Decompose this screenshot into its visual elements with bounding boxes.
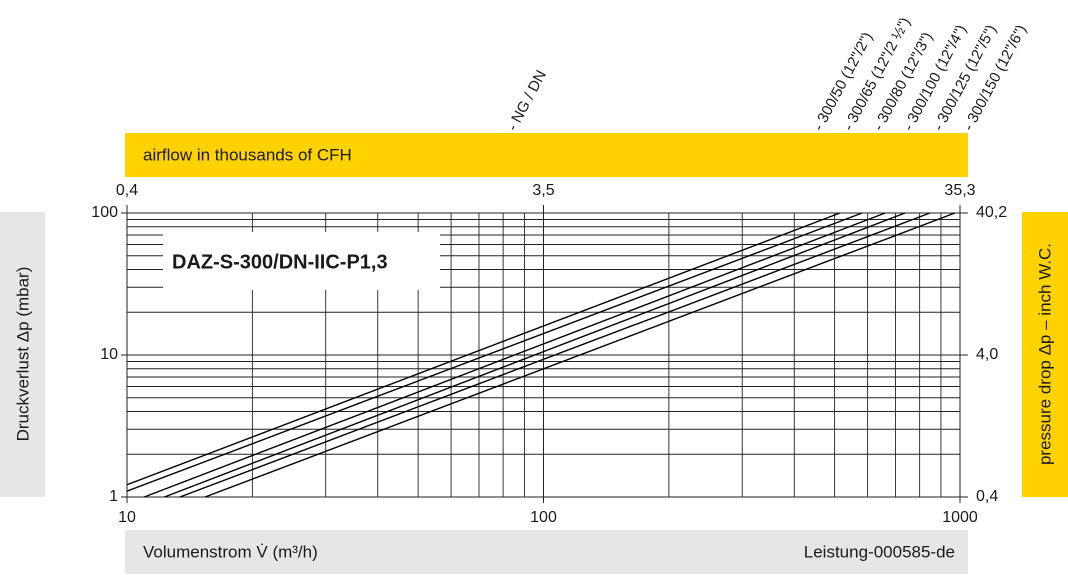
flow-band [125,530,968,574]
x2-tick-label: 0,4 [116,182,138,199]
y-axis-label: Druckverlust Δp (mbar) [13,267,32,442]
title-box [163,232,440,290]
series-line [179,212,931,498]
y2-tick-label: 0,4 [976,488,998,505]
series-line [143,212,886,498]
y-tick-label: 100 [91,204,118,221]
chart-title: DAZ-S-300/DN-IIC-P1,3 [172,251,388,273]
series-line [164,212,906,498]
x2-tick-label: 3,5 [532,182,554,199]
y2-tick-label: 4,0 [976,346,998,363]
x-tick-label: 1000 [942,509,978,526]
y-tick-label: 10 [100,346,118,363]
cfh-band [125,133,968,177]
y2-axis-label: pressure drop Δp – inch W.C. [1035,243,1054,465]
series-line [126,212,841,486]
legend-title: - NG / DN [504,68,550,134]
x2-axis-label: airflow in thousands of CFH [143,145,352,164]
x-tick-label: 10 [118,509,136,526]
y-tick-label: 1 [109,488,118,505]
x2-tick-label: 35,3 [944,182,975,199]
y2-tick-label: 40,2 [976,204,1007,221]
annotation: Leistung-000585-de [804,542,955,561]
x-axis-label: Volumenstrom V̇ (m³/h) [143,542,318,561]
y-band [0,212,45,497]
y2-band [1022,212,1068,497]
series-line [204,212,956,498]
series-line [126,212,863,492]
x-tick-label: 100 [530,509,557,526]
